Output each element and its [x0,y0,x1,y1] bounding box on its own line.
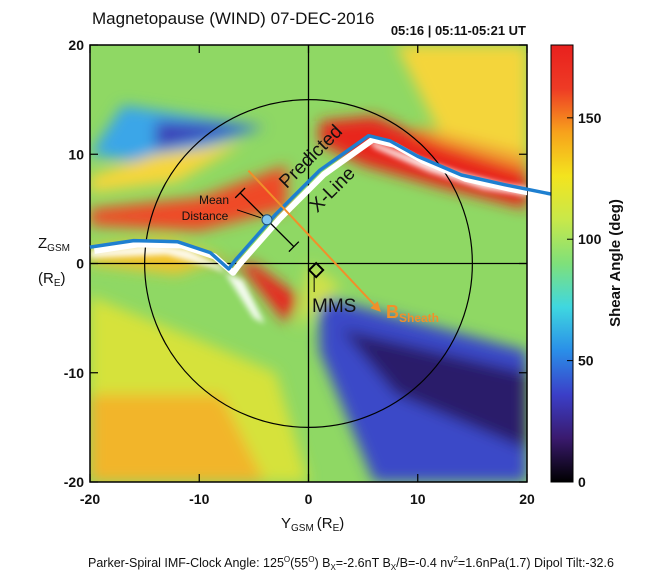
left-red-band [90,165,287,231]
colorbar-tick-label: 50 [578,353,594,369]
y-tick-label: 0 [76,256,84,272]
y-axis-sub: GSM [47,243,70,254]
upper-left-purple [155,121,265,149]
footer-sup3: 2 [453,555,458,564]
colorbar [550,44,574,483]
y-tick-label: -10 [64,365,84,381]
y-axis-var: Z [38,235,47,252]
colorbar-tick-label: 150 [578,110,602,126]
distance-label: Distance [182,209,229,223]
mean-distance-cap [288,241,300,253]
chart-title: Magnetopause (WIND) 07-DEC-2016 [92,9,375,28]
mms-label: MMS [312,296,356,317]
predicted-xline [89,133,555,271]
y-axis-unit-sub: E [54,278,61,289]
x-tick-label: 0 [305,491,313,507]
bsheath-b: B [386,302,399,322]
lower-right-purple [341,329,527,450]
mean-distance-dot [261,214,273,226]
colorbar-label: Shear Angle (deg) [607,199,624,327]
colorbar-tick-label: 100 [578,231,602,247]
left-upper-yellow [90,143,243,193]
heatmap-soft-regions [90,45,527,482]
colorbar-tick-label: 0 [578,474,586,490]
lower-left-orange [90,394,265,482]
x-axis-var: Y [281,515,291,532]
y-axis-unit: (R [38,270,54,287]
footer-info: Parker-Spiral IMF-Clock Angle: 125O(55O)… [88,555,614,572]
bsheath-label: BSheath [386,302,439,325]
mean-label: Mean [199,193,229,207]
x-axis-unit-close: ) [339,515,344,532]
y-axis-unit-label: (RE) [38,270,66,289]
x-axis-unit-sub: E [333,523,340,534]
x-tick-label: -20 [80,491,100,507]
y-tick-label: -20 [64,474,84,490]
xline-white-band [93,136,527,276]
y-tick-label: 10 [68,146,84,162]
upper-right-yellow [395,45,527,166]
x-tick-label: -10 [189,491,209,507]
mean-distance-pointer [236,209,262,219]
footer-part4: =-2.6nT B [336,556,391,570]
time-range-label: 05:16 | 05:11-05:21 UT [391,23,526,38]
footer-sup1: O [284,555,290,564]
footer-part5: /B=-0.4 nv [396,556,454,570]
magnetopause-circle [144,99,473,428]
bsheath-arrow [247,169,381,312]
y-tick-label: 20 [68,37,84,53]
x-axis-unit: (R [317,515,333,532]
x-axis-sub: GSM [291,523,314,534]
mean-distance-cap [234,187,246,199]
footer-part6: =1.6nPa(1.7) Dipol Tilt:-32.6 [458,556,614,570]
mms-diamond [307,261,325,279]
footer-sup2: O [308,555,314,564]
x-axis-label: YGSM (RE) [281,515,344,534]
footer-part3: ) B [314,556,330,570]
mms-marker [307,261,325,293]
x-tick-label: 10 [410,491,426,507]
footer-subx: X [330,563,336,572]
footer-part2: (55 [290,556,308,570]
footer-subx2: X [391,563,397,572]
y-axis-label: ZGSM [38,235,70,254]
mean-distance-marker [234,187,300,253]
bsheath-sub: Sheath [399,311,439,325]
footer-part1: Parker-Spiral IMF-Clock Angle: 125 [88,556,284,570]
y-axis-unit-close: ) [61,270,66,287]
x-tick-label: 20 [519,491,535,507]
